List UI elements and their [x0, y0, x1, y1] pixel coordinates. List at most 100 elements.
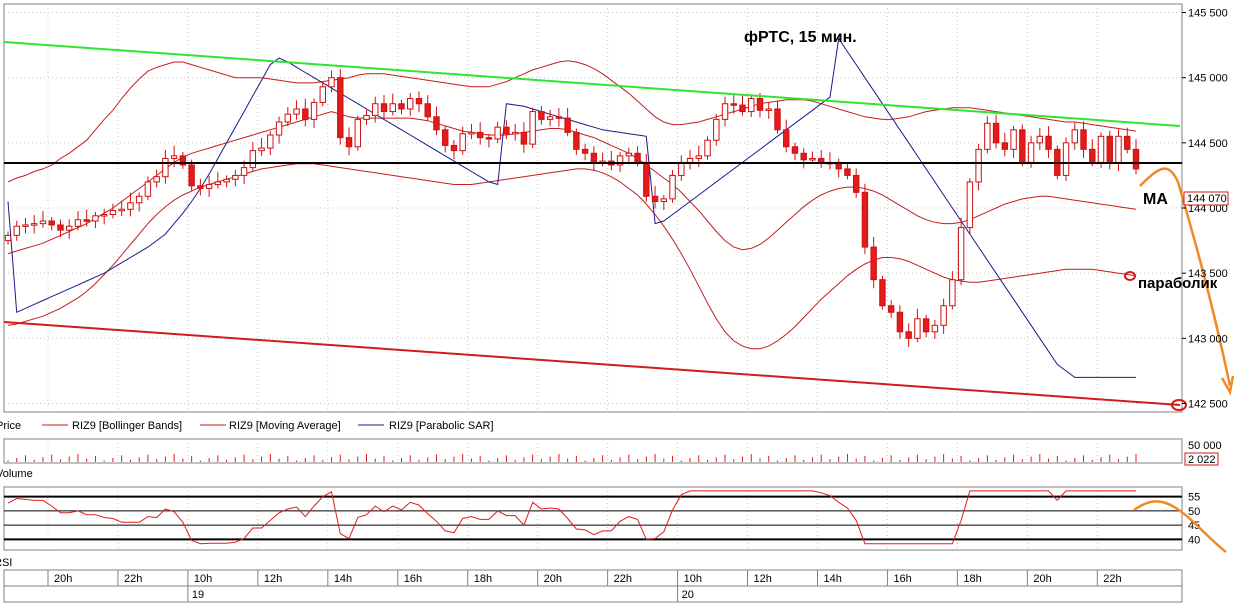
candle-body — [188, 164, 195, 187]
candle-body — [1080, 129, 1087, 150]
candle-body — [48, 220, 55, 226]
candle-body — [1027, 142, 1035, 163]
candle-body — [940, 305, 947, 326]
rsi-tick-label: 50 — [1188, 506, 1200, 518]
volume-bars — [7, 453, 1137, 462]
legend-ma: RIZ9 [Moving Average] — [229, 420, 341, 432]
candle-body — [109, 210, 117, 216]
price-tick-label: 145 000 — [1188, 73, 1228, 85]
candle-body — [65, 225, 73, 231]
candle-body — [363, 114, 370, 120]
candle-body — [1097, 135, 1105, 163]
candle-body — [232, 174, 239, 180]
candle-body — [275, 121, 283, 136]
candle-body — [284, 113, 292, 123]
rsi-series-line — [7, 490, 1136, 545]
time-tick-label: 20h — [54, 573, 72, 585]
candle-body — [660, 198, 668, 202]
volume-current-box — [1184, 452, 1219, 466]
candle-body — [520, 131, 528, 145]
day-label: 20 — [682, 589, 694, 601]
candle-body — [730, 103, 737, 106]
candle-body — [887, 305, 895, 313]
candle-body — [573, 131, 580, 150]
candle-body — [162, 157, 169, 178]
price-gridlines — [4, 12, 1182, 404]
candle-body — [922, 318, 930, 333]
time-tick-label: 18h — [474, 573, 492, 585]
moving-average-line — [7, 111, 1137, 255]
candle-body — [739, 104, 746, 113]
candle-body — [398, 103, 405, 110]
candle-body — [844, 168, 851, 176]
time-tick-label: 14h — [823, 573, 841, 585]
current-price-box — [1183, 191, 1229, 206]
current-price-label: 144 070 — [1187, 193, 1227, 205]
candle-body — [22, 224, 29, 227]
volume-current-label: 2 022 — [1188, 454, 1216, 466]
candle-body — [957, 227, 965, 281]
candle-body — [354, 118, 361, 148]
rsi-tick-label: 40 — [1188, 534, 1200, 546]
time-tick-label: 22h — [1103, 573, 1121, 585]
candle-body — [555, 116, 563, 119]
channel-top-line — [3, 41, 1181, 127]
candle-body — [205, 184, 213, 189]
candle-body — [704, 139, 711, 157]
candle-body — [372, 103, 379, 116]
candle-body — [127, 202, 134, 210]
candle-body — [1019, 129, 1026, 163]
time-tick-label: 16h — [893, 573, 911, 585]
candle-body — [546, 116, 554, 120]
candle-body — [590, 152, 598, 163]
candle-body — [179, 155, 187, 166]
candle-body — [1124, 135, 1131, 150]
candle-body — [669, 174, 676, 200]
candle-body — [4, 234, 12, 242]
bollinger-lower-line — [7, 163, 1137, 350]
candle-body — [92, 215, 99, 222]
candle-body — [503, 126, 510, 135]
candle-body — [1062, 142, 1070, 176]
candle-body — [153, 176, 160, 183]
time-tick-label: 20h — [544, 573, 562, 585]
candle-body — [476, 131, 484, 139]
candle-body — [450, 144, 458, 152]
candle-body — [896, 311, 904, 333]
candle-body — [485, 137, 493, 140]
candle-body — [511, 131, 519, 135]
candle-body — [1071, 129, 1079, 144]
ma-annotation: МА — [1143, 191, 1168, 208]
candle-body — [931, 324, 939, 333]
legend-sar: RIZ9 [Parabolic SAR] — [389, 420, 494, 432]
candle-body — [494, 126, 501, 140]
volume-panel-frame — [3, 438, 1183, 464]
candle-body — [966, 181, 974, 229]
candle-body — [144, 181, 152, 197]
price-tick-label: 143 500 — [1188, 268, 1228, 280]
price-tick-label: 144 500 — [1188, 138, 1228, 150]
candle-body — [83, 219, 90, 222]
candle-body — [817, 157, 825, 163]
parabolic-annotation: параболик — [1138, 275, 1218, 292]
candle-body — [1089, 148, 1096, 163]
candle-body — [319, 86, 327, 103]
time-tick-label: 20h — [1033, 573, 1051, 585]
candle-body — [651, 195, 659, 202]
candle-body — [765, 108, 772, 111]
candle-body — [380, 103, 388, 113]
candle-body — [459, 133, 466, 152]
parabolic-sar — [7, 37, 1136, 378]
candle-body — [39, 220, 47, 225]
candle-body — [634, 152, 641, 163]
rsi-panel-label: RSI — [0, 557, 12, 569]
candle-body — [170, 155, 178, 159]
candle-body — [538, 111, 545, 120]
candle-body — [713, 118, 720, 141]
candlesticks — [4, 69, 1140, 347]
candle-body — [407, 98, 414, 110]
candle-body — [267, 134, 274, 149]
candle-body — [1010, 129, 1017, 150]
price-tick-label: 145 500 — [1188, 8, 1228, 20]
